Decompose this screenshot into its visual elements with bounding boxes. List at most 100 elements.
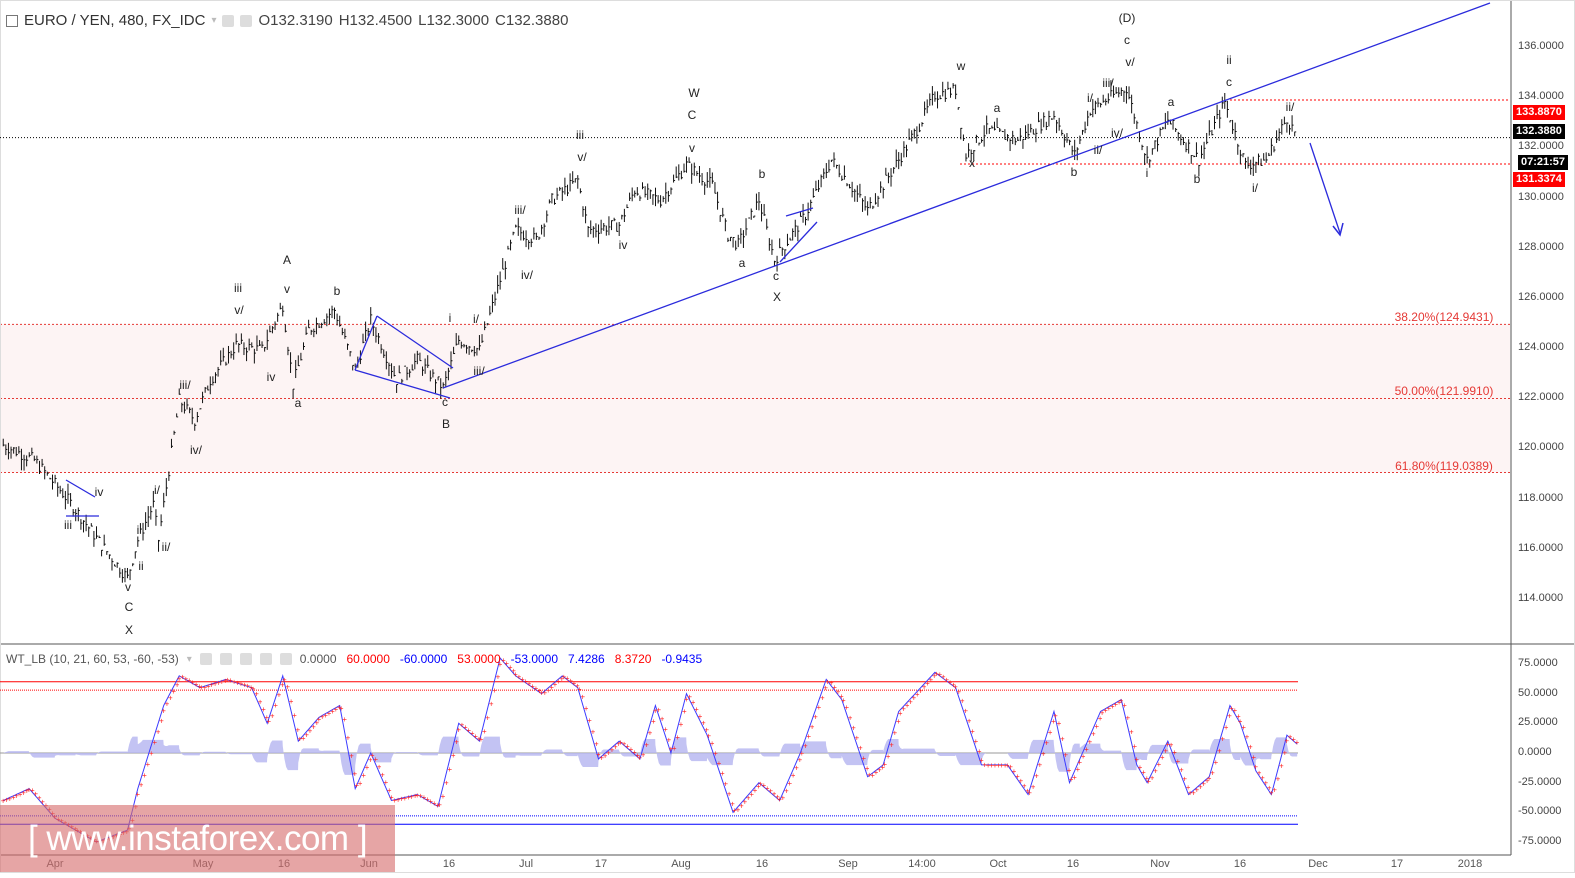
wt2-marker: + [523,677,528,686]
wt2-marker: + [577,685,582,694]
wt2-marker: + [772,790,777,799]
wt2-marker: + [511,667,516,676]
wave-label: iii [64,518,72,532]
wt2-marker: + [1088,737,1093,746]
gear-icon[interactable] [219,653,232,665]
indicator-value: 8.3720 [614,652,652,666]
indicator-axis-tick: 75.0000 [1518,657,1558,669]
wt2-marker: + [565,674,570,683]
wt2-marker: + [839,692,844,701]
wt2-marker: + [632,748,637,757]
wt2-marker: + [794,763,799,772]
wt2-marker: + [603,751,608,760]
wt2-marker: + [993,761,998,770]
gear-icon[interactable] [240,14,253,27]
time-axis-tick: 16 [442,858,456,870]
wt2-marker: + [982,761,987,770]
wt2-marker: + [768,787,773,796]
visibility-icon[interactable] [199,653,212,665]
wt2-marker: + [1191,788,1196,797]
wt2-marker: + [836,688,841,697]
wt2-marker: + [867,771,872,780]
wt2-marker: + [301,734,306,743]
wt2-marker: + [625,742,630,751]
wt2-marker: + [758,780,763,789]
wave-label: i/ [1252,181,1258,195]
wt2-marker: + [1027,788,1032,797]
wt2-marker: + [320,713,325,722]
wt2-marker: + [365,763,370,772]
wave-label: A [282,253,292,267]
symbol-title[interactable]: EURO / YEN, 480, FX_IDC [24,12,206,29]
wt2-marker: + [444,779,449,788]
time-axis-tick: 16 [1233,858,1247,870]
wt2-marker: + [1253,762,1258,771]
wt2-marker: + [399,795,404,804]
wt2-marker: + [282,675,287,684]
wave-label: a [738,256,746,270]
wt2-marker: + [798,756,803,765]
wt2-marker: + [492,686,497,695]
wave-label: C [687,108,697,122]
dropdown-icon[interactable]: ▾ [211,15,217,26]
wt2-marker: + [389,793,394,802]
wt2-marker: + [346,733,351,742]
wave-label: c [773,269,779,283]
wt2-marker: + [1288,733,1293,742]
wt2-marker: + [967,717,972,726]
indicator-title[interactable]: WT_LB (10, 21, 60, 53, -60, -53) [6,652,179,666]
time-axis-tick: Dec [1308,858,1328,870]
wt2-marker: + [1146,777,1151,786]
wave-label: b [758,167,766,181]
wt2-marker: + [1282,748,1287,757]
bar-countdown: 07:21:57 [1518,155,1569,170]
plus-icon[interactable] [259,653,272,665]
wt2-marker: + [1172,748,1177,757]
wt2-marker: + [1201,780,1206,789]
wave-label: i [1145,166,1149,180]
indicator-value: 0.0000 [299,652,337,666]
visibility-icon[interactable] [222,14,235,27]
wt2-marker: + [456,725,461,734]
indicator-axis-tick: 50.0000 [1518,686,1558,699]
wt2-marker: + [1098,714,1103,723]
wt2-marker: + [190,678,195,687]
wt2-marker: + [1150,774,1155,783]
wt2-marker: + [663,725,668,734]
wt2-marker: + [877,766,882,775]
wt2-marker: + [354,781,359,790]
wt2-marker: + [928,675,933,684]
close-icon[interactable] [279,653,292,665]
dropdown-icon[interactable]: ▾ [186,653,192,665]
time-axis-tick: Nov [1150,858,1170,870]
wt2-marker: + [701,719,706,728]
collapse-icon[interactable] [6,14,18,27]
wt2-marker: + [613,743,618,752]
wt2-marker: + [1134,755,1139,764]
wt2-marker: + [999,761,1004,770]
wt2-marker: + [704,725,709,734]
wt2-marker: + [40,797,45,806]
wt2-marker: + [974,737,979,746]
wave-label: C [124,600,134,614]
wt2-marker: + [572,679,577,688]
wt2-marker: + [717,759,722,768]
wt2-marker: + [986,761,991,770]
wt2-marker: + [460,721,465,730]
wt2-marker: + [239,679,244,688]
time-axis-tick: Sep [838,858,858,870]
wt2-marker: + [1279,761,1284,770]
wave-label: X [772,290,782,304]
source-icon[interactable] [239,653,252,665]
wt2-marker: + [216,679,221,688]
wt2-marker: + [358,779,363,788]
wt2-marker: + [591,728,596,737]
wt2-marker: + [905,701,910,710]
wt2-marker: + [1257,769,1262,778]
wt2-marker: + [587,716,592,725]
wt2-marker: + [168,693,173,702]
wt2-marker: + [342,715,347,724]
wt2-marker: + [368,755,373,764]
wt2-marker: + [599,754,604,763]
